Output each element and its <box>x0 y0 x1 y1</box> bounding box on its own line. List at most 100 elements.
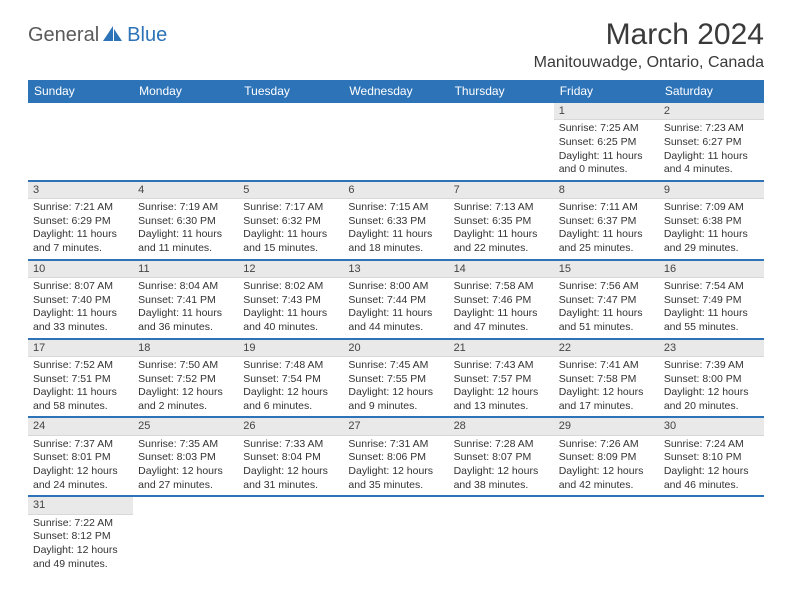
sunset-text: Sunset: 8:07 PM <box>454 451 549 465</box>
sunrise-text: Sunrise: 7:15 AM <box>348 201 443 215</box>
sunset-text: Sunset: 8:01 PM <box>33 451 128 465</box>
sunrise-text: Sunrise: 7:52 AM <box>33 359 128 373</box>
day-details: Sunrise: 7:09 AMSunset: 6:38 PMDaylight:… <box>659 199 764 259</box>
day-details: Sunrise: 7:41 AMSunset: 7:58 PMDaylight:… <box>554 357 659 417</box>
daylight-text: Daylight: 11 hours <box>664 228 759 242</box>
daylight-text: Daylight: 11 hours <box>559 150 654 164</box>
daylight-text: and 55 minutes. <box>664 321 759 335</box>
daylight-text: Daylight: 11 hours <box>33 307 128 321</box>
day-number: 14 <box>449 261 554 278</box>
calendar-day-cell: 12Sunrise: 8:02 AMSunset: 7:43 PMDayligh… <box>238 260 343 339</box>
daylight-text: Daylight: 12 hours <box>664 465 759 479</box>
day-details: Sunrise: 7:11 AMSunset: 6:37 PMDaylight:… <box>554 199 659 259</box>
calendar-day-cell: 30Sunrise: 7:24 AMSunset: 8:10 PMDayligh… <box>659 417 764 496</box>
daylight-text: and 0 minutes. <box>559 163 654 177</box>
daylight-text: and 27 minutes. <box>138 479 233 493</box>
calendar-week-row: 3Sunrise: 7:21 AMSunset: 6:29 PMDaylight… <box>28 181 764 260</box>
sunset-text: Sunset: 7:40 PM <box>33 294 128 308</box>
daylight-text: and 47 minutes. <box>454 321 549 335</box>
day-details: Sunrise: 7:21 AMSunset: 6:29 PMDaylight:… <box>28 199 133 259</box>
daylight-text: and 40 minutes. <box>243 321 338 335</box>
daylight-text: and 29 minutes. <box>664 242 759 256</box>
calendar-day-cell <box>343 496 448 574</box>
weekday-header: Thursday <box>449 80 554 103</box>
calendar-day-cell: 8Sunrise: 7:11 AMSunset: 6:37 PMDaylight… <box>554 181 659 260</box>
daylight-text: Daylight: 12 hours <box>559 386 654 400</box>
sunset-text: Sunset: 8:03 PM <box>138 451 233 465</box>
sunrise-text: Sunrise: 7:35 AM <box>138 438 233 452</box>
daylight-text: and 33 minutes. <box>33 321 128 335</box>
day-details: Sunrise: 8:02 AMSunset: 7:43 PMDaylight:… <box>238 278 343 338</box>
calendar-day-cell: 31Sunrise: 7:22 AMSunset: 8:12 PMDayligh… <box>28 496 133 574</box>
sunset-text: Sunset: 7:54 PM <box>243 373 338 387</box>
day-number: 19 <box>238 340 343 357</box>
sunrise-text: Sunrise: 7:54 AM <box>664 280 759 294</box>
calendar-day-cell: 4Sunrise: 7:19 AMSunset: 6:30 PMDaylight… <box>133 181 238 260</box>
calendar-week-row: 24Sunrise: 7:37 AMSunset: 8:01 PMDayligh… <box>28 417 764 496</box>
sunset-text: Sunset: 7:57 PM <box>454 373 549 387</box>
day-number: 30 <box>659 418 764 435</box>
daylight-text: Daylight: 11 hours <box>33 228 128 242</box>
calendar-day-cell: 21Sunrise: 7:43 AMSunset: 7:57 PMDayligh… <box>449 339 554 418</box>
day-number: 28 <box>449 418 554 435</box>
calendar-day-cell <box>28 103 133 181</box>
calendar-day-cell: 25Sunrise: 7:35 AMSunset: 8:03 PMDayligh… <box>133 417 238 496</box>
sunrise-text: Sunrise: 8:07 AM <box>33 280 128 294</box>
logo-text-general: General <box>28 24 99 47</box>
logo-text-blue: Blue <box>127 24 167 47</box>
day-details: Sunrise: 8:00 AMSunset: 7:44 PMDaylight:… <box>343 278 448 338</box>
calendar-day-cell: 26Sunrise: 7:33 AMSunset: 8:04 PMDayligh… <box>238 417 343 496</box>
daylight-text: Daylight: 11 hours <box>243 228 338 242</box>
calendar-day-cell: 27Sunrise: 7:31 AMSunset: 8:06 PMDayligh… <box>343 417 448 496</box>
day-number: 20 <box>343 340 448 357</box>
calendar-day-cell: 2Sunrise: 7:23 AMSunset: 6:27 PMDaylight… <box>659 103 764 181</box>
day-number: 23 <box>659 340 764 357</box>
day-details: Sunrise: 7:24 AMSunset: 8:10 PMDaylight:… <box>659 436 764 496</box>
day-number: 1 <box>554 103 659 120</box>
day-details: Sunrise: 7:50 AMSunset: 7:52 PMDaylight:… <box>133 357 238 417</box>
day-details: Sunrise: 7:33 AMSunset: 8:04 PMDaylight:… <box>238 436 343 496</box>
day-details: Sunrise: 7:13 AMSunset: 6:35 PMDaylight:… <box>449 199 554 259</box>
day-number: 7 <box>449 182 554 199</box>
calendar-day-cell: 13Sunrise: 8:00 AMSunset: 7:44 PMDayligh… <box>343 260 448 339</box>
day-details: Sunrise: 7:56 AMSunset: 7:47 PMDaylight:… <box>554 278 659 338</box>
daylight-text: Daylight: 12 hours <box>138 386 233 400</box>
daylight-text: Daylight: 11 hours <box>138 228 233 242</box>
daylight-text: and 2 minutes. <box>138 400 233 414</box>
calendar-day-cell: 6Sunrise: 7:15 AMSunset: 6:33 PMDaylight… <box>343 181 448 260</box>
day-number: 11 <box>133 261 238 278</box>
calendar-day-cell <box>133 496 238 574</box>
logo: General Blue <box>28 18 167 47</box>
daylight-text: Daylight: 12 hours <box>33 465 128 479</box>
calendar-day-cell: 22Sunrise: 7:41 AMSunset: 7:58 PMDayligh… <box>554 339 659 418</box>
daylight-text: and 25 minutes. <box>559 242 654 256</box>
daylight-text: and 9 minutes. <box>348 400 443 414</box>
calendar-day-cell: 15Sunrise: 7:56 AMSunset: 7:47 PMDayligh… <box>554 260 659 339</box>
day-details: Sunrise: 7:19 AMSunset: 6:30 PMDaylight:… <box>133 199 238 259</box>
weekday-header: Sunday <box>28 80 133 103</box>
day-details: Sunrise: 7:26 AMSunset: 8:09 PMDaylight:… <box>554 436 659 496</box>
day-number: 12 <box>238 261 343 278</box>
calendar-day-cell <box>238 496 343 574</box>
calendar-table: Sunday Monday Tuesday Wednesday Thursday… <box>28 80 764 574</box>
day-details: Sunrise: 7:23 AMSunset: 6:27 PMDaylight:… <box>659 120 764 180</box>
day-number: 18 <box>133 340 238 357</box>
calendar-week-row: 31Sunrise: 7:22 AMSunset: 8:12 PMDayligh… <box>28 496 764 574</box>
day-details: Sunrise: 7:39 AMSunset: 8:00 PMDaylight:… <box>659 357 764 417</box>
daylight-text: Daylight: 11 hours <box>33 386 128 400</box>
day-number: 3 <box>28 182 133 199</box>
calendar-day-cell: 16Sunrise: 7:54 AMSunset: 7:49 PMDayligh… <box>659 260 764 339</box>
calendar-day-cell: 1Sunrise: 7:25 AMSunset: 6:25 PMDaylight… <box>554 103 659 181</box>
weekday-header: Friday <box>554 80 659 103</box>
day-number: 26 <box>238 418 343 435</box>
weekday-header: Saturday <box>659 80 764 103</box>
day-number: 2 <box>659 103 764 120</box>
daylight-text: Daylight: 12 hours <box>454 386 549 400</box>
sunset-text: Sunset: 7:44 PM <box>348 294 443 308</box>
sunrise-text: Sunrise: 7:39 AM <box>664 359 759 373</box>
day-details: Sunrise: 7:35 AMSunset: 8:03 PMDaylight:… <box>133 436 238 496</box>
day-number: 21 <box>449 340 554 357</box>
daylight-text: Daylight: 12 hours <box>348 465 443 479</box>
daylight-text: and 31 minutes. <box>243 479 338 493</box>
calendar-day-cell: 17Sunrise: 7:52 AMSunset: 7:51 PMDayligh… <box>28 339 133 418</box>
